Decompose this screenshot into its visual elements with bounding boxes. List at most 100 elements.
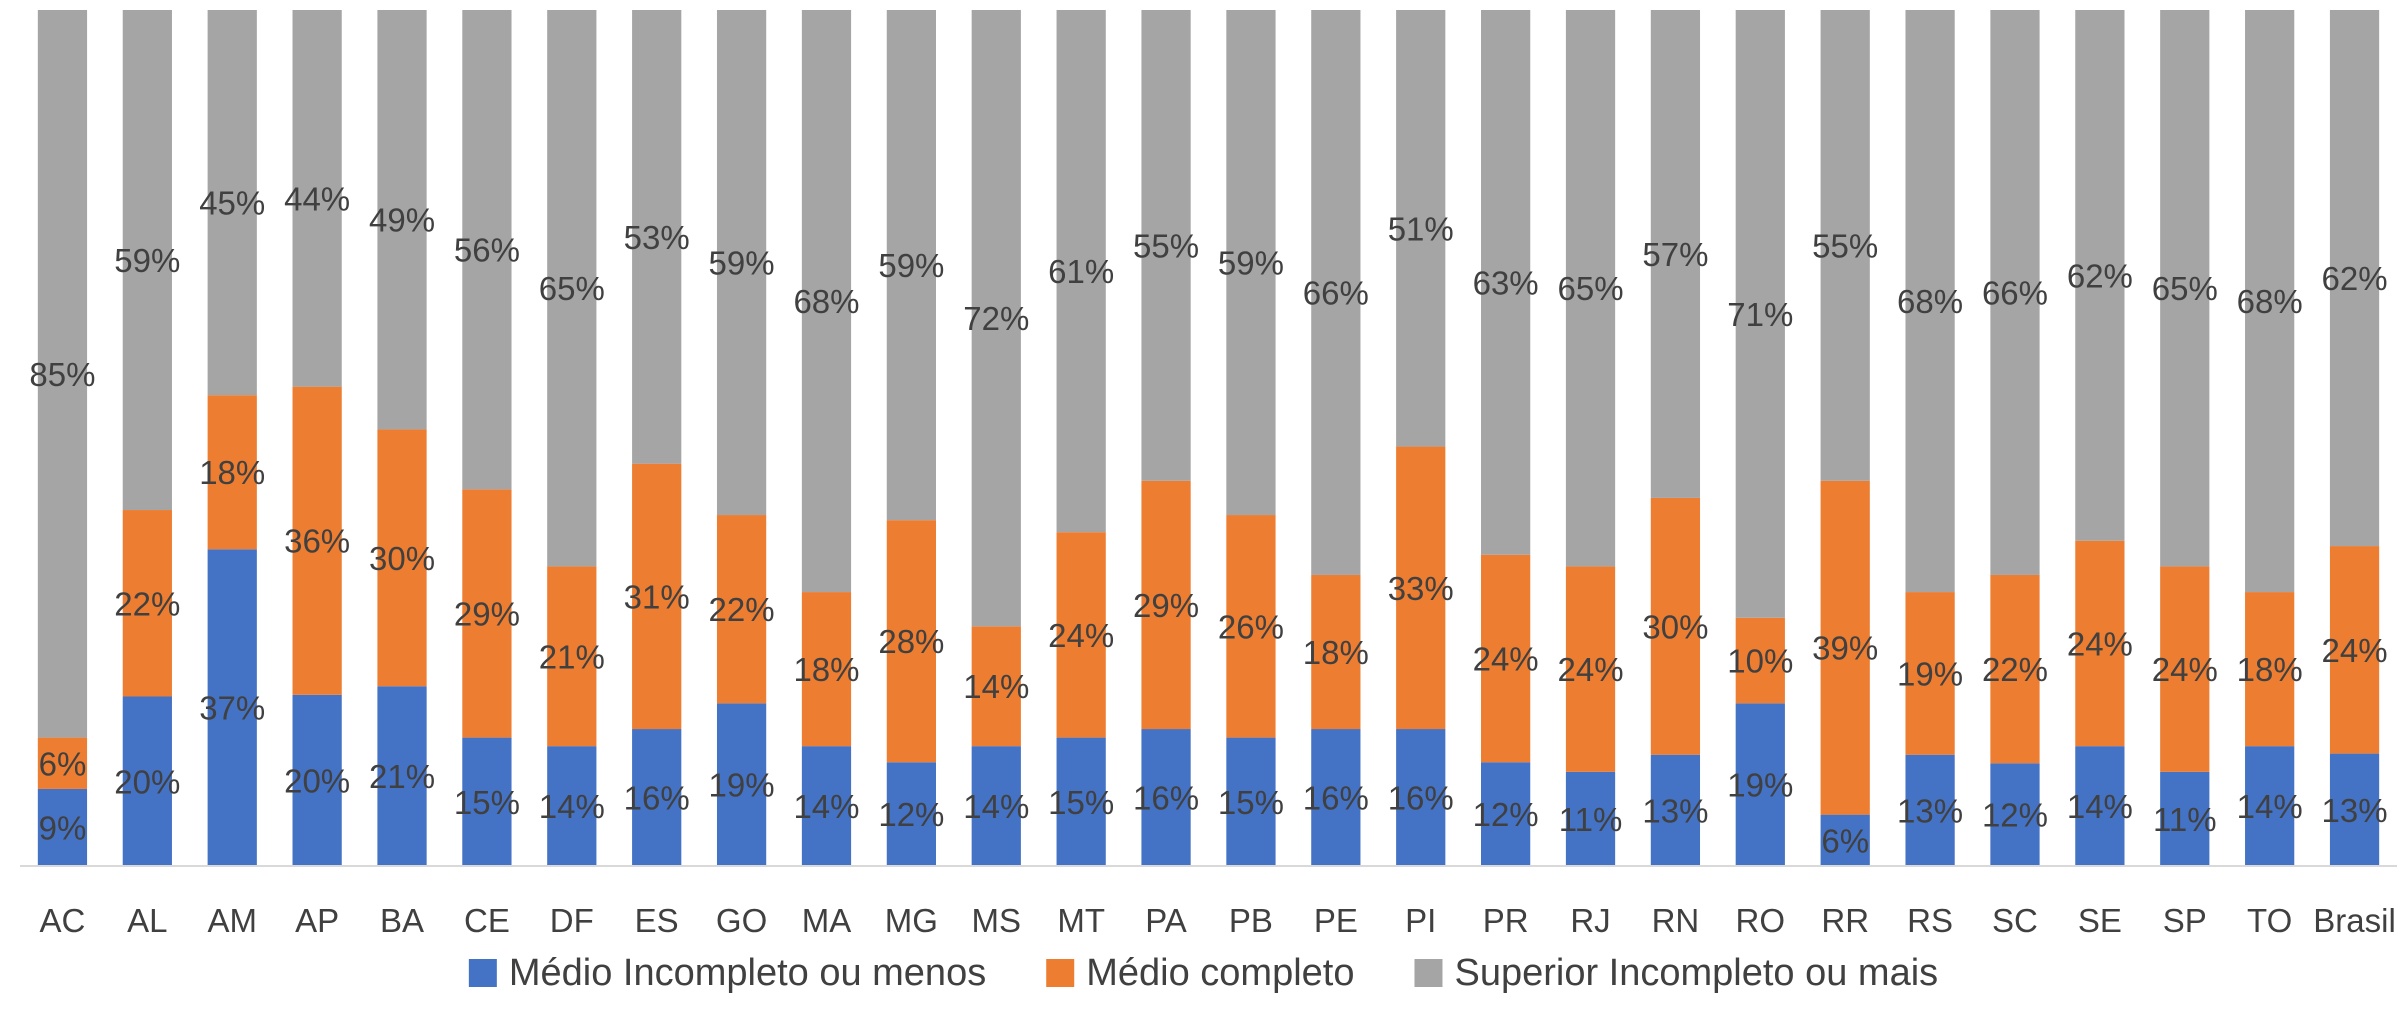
category-label-mt: MT xyxy=(1057,902,1105,939)
data-label-am-s3: 45% xyxy=(199,185,265,222)
bar-segment-pr-s1 xyxy=(1481,762,1531,866)
bar-segment-pi-s3 xyxy=(1396,10,1446,447)
bar-segment-pe-s3 xyxy=(1311,10,1361,575)
bar-segment-ba-s1 xyxy=(377,686,427,866)
data-label-mt-s3: 61% xyxy=(1048,253,1114,290)
category-label-brasil: Brasil xyxy=(2313,902,2396,939)
data-label-mg-s2: 28% xyxy=(878,623,944,660)
bar-segment-ap-s3 xyxy=(292,10,342,387)
category-label-pa: PA xyxy=(1145,902,1187,939)
data-label-rr-s1: 6% xyxy=(1821,822,1869,859)
category-label-rn: RN xyxy=(1652,902,1700,939)
bar-segment-sp-s1 xyxy=(2160,771,2210,866)
data-label-rs-s2: 19% xyxy=(1897,655,1963,692)
data-label-es-s3: 53% xyxy=(624,219,690,256)
bar-segment-pa-s1 xyxy=(1141,729,1191,866)
bar-segment-am-s1 xyxy=(207,549,257,866)
data-label-ma-s1: 14% xyxy=(793,788,859,825)
legend: Médio Incompleto ou menos Médio completo S… xyxy=(468,952,1938,994)
data-label-rs-s3: 68% xyxy=(1897,283,1963,320)
bar-segment-ma-s1 xyxy=(801,746,852,866)
bar-segment-df-s2 xyxy=(547,566,597,747)
bar-segment-am-s2 xyxy=(207,395,257,550)
bar-segment-al-s3 xyxy=(122,10,172,511)
data-label-rj-s2: 24% xyxy=(1557,651,1623,688)
data-label-ma-s3: 68% xyxy=(793,283,859,320)
plot-area: 9% 6% 85% 20% 22% 59% 37% 18% 45% 20% 36% 44% 21% 30%… xyxy=(29,10,2388,866)
category-label-ce: CE xyxy=(464,902,510,939)
data-label-mt-s1: 15% xyxy=(1048,784,1114,821)
category-label-mg: MG xyxy=(885,902,938,939)
data-label-pa-s2: 29% xyxy=(1133,587,1199,624)
category-label-to: TO xyxy=(2247,902,2292,939)
data-label-pb-s2: 26% xyxy=(1218,608,1284,645)
category-label-go: GO xyxy=(716,902,767,939)
data-label-ap-s3: 44% xyxy=(284,180,350,217)
bar-segment-to-s3 xyxy=(2245,10,2295,593)
bar-segment-to-s2 xyxy=(2245,592,2295,747)
bar-segment-al-s1 xyxy=(122,696,172,866)
bar-segment-df-s1 xyxy=(547,746,597,866)
bar-segment-sc-s1 xyxy=(1990,763,2040,866)
data-label-pe-s2: 18% xyxy=(1303,634,1369,671)
data-label-go-s1: 19% xyxy=(709,767,775,804)
bar-segment-am-s3 xyxy=(207,10,257,396)
bar-segment-pb-s2 xyxy=(1226,515,1276,738)
bar-segment-pr-s2 xyxy=(1481,554,1531,763)
data-label-ce-s2: 29% xyxy=(454,595,520,632)
data-label-pi-s3: 51% xyxy=(1388,210,1454,247)
category-label-sp: SP xyxy=(2163,902,2207,939)
bar-segment-pa-s3 xyxy=(1141,10,1191,481)
bar-segment-ac-s3 xyxy=(37,10,88,738)
category-label-ba: BA xyxy=(380,902,424,939)
category-label-rs: RS xyxy=(1907,902,1953,939)
bar-segment-sp-s3 xyxy=(2160,10,2210,567)
data-label-rr-s3: 55% xyxy=(1812,227,1878,264)
bar-segment-pb-s1 xyxy=(1226,737,1276,866)
data-label-rj-s1: 11% xyxy=(1559,801,1623,838)
legend-label-1: Médio Incompleto ou menos xyxy=(509,952,986,994)
bar-segment-ce-s3 xyxy=(462,10,512,490)
category-label-se: SE xyxy=(2078,902,2122,939)
data-label-sc-s3: 66% xyxy=(1982,274,2048,311)
data-label-mt-s2: 24% xyxy=(1048,617,1114,654)
bar-segment-ce-s1 xyxy=(462,737,512,866)
bar-segment-ac-s1 xyxy=(37,788,88,866)
bar-segment-pa-s2 xyxy=(1141,480,1191,730)
bar-segment-ap-s1 xyxy=(292,694,342,866)
data-label-pi-s1: 16% xyxy=(1388,780,1454,817)
legend-item-2: Médio completo xyxy=(1046,952,1354,994)
category-label-pb: PB xyxy=(1229,902,1273,939)
bar-segment-pr-s3 xyxy=(1481,10,1531,555)
bar-segment-mg-s3 xyxy=(886,10,936,521)
bar-segment-sc-s2 xyxy=(1990,574,2040,764)
legend-swatch-3 xyxy=(1414,959,1443,987)
category-label-ac: AC xyxy=(40,902,86,939)
data-label-ba-s3: 49% xyxy=(369,202,435,239)
bar-segment-brasil-s2 xyxy=(2329,546,2380,754)
data-label-es-s2: 31% xyxy=(624,578,690,615)
data-label-sc-s1: 12% xyxy=(1982,797,2048,834)
data-label-ba-s1: 21% xyxy=(369,758,435,795)
data-label-pb-s1: 15% xyxy=(1218,784,1284,821)
data-label-sp-s1: 11% xyxy=(2153,801,2217,838)
data-label-rn-s3: 57% xyxy=(1642,236,1708,273)
category-label-ma: MA xyxy=(802,902,852,939)
data-label-sp-s2: 24% xyxy=(2152,651,2218,688)
bar-segment-ap-s2 xyxy=(292,386,342,695)
bar-segment-rr-s1 xyxy=(1820,814,1870,866)
data-label-pe-s3: 66% xyxy=(1303,274,1369,311)
data-label-pr-s2: 24% xyxy=(1473,640,1539,677)
bar-segment-ma-s3 xyxy=(801,10,852,593)
data-label-ac-s2: 6% xyxy=(39,745,87,782)
bar-segment-rn-s1 xyxy=(1650,754,1701,866)
data-label-ba-s2: 30% xyxy=(369,540,435,577)
bar-segment-sc-s3 xyxy=(1990,10,2040,575)
data-label-rr-s2: 39% xyxy=(1812,630,1878,667)
bar-segment-al-s2 xyxy=(122,510,172,697)
data-label-ms-s2: 14% xyxy=(963,668,1029,705)
data-label-ro-s2: 10% xyxy=(1727,643,1793,680)
bar-segment-es-s2 xyxy=(632,463,682,730)
bar-segment-ms-s3 xyxy=(971,10,1021,627)
data-label-rj-s3: 65% xyxy=(1557,270,1623,307)
